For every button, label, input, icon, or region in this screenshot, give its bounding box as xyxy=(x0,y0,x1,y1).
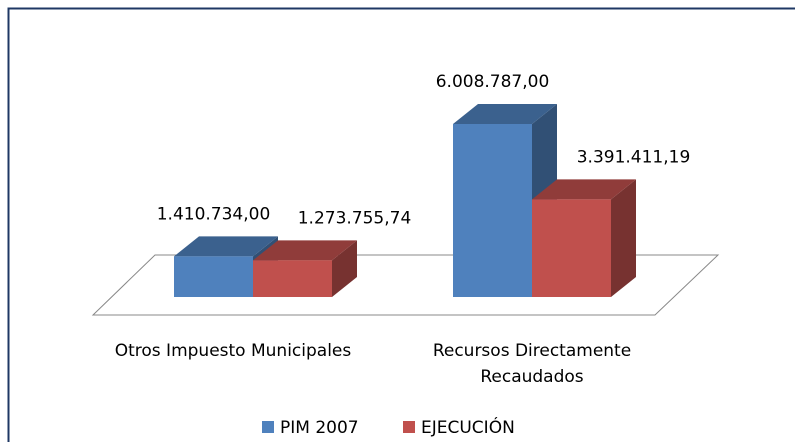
data-label: 1.410.734,00 xyxy=(157,204,271,224)
bar-top xyxy=(253,240,357,261)
data-label: 1.273.755,74 xyxy=(298,208,412,228)
bar-top xyxy=(174,236,278,257)
data-label: 6.008.787,00 xyxy=(436,72,550,92)
bar-top xyxy=(532,179,636,200)
x-tick-label: Otros Impuesto Municipales xyxy=(114,341,352,361)
data-label: 3.391.411,19 xyxy=(577,147,691,167)
frame xyxy=(7,7,795,442)
legend-label: PIM 2007 xyxy=(280,418,359,438)
bar xyxy=(253,260,332,297)
bar-side xyxy=(611,179,636,297)
legend-label: EJECUCIÓN xyxy=(421,416,515,438)
bar xyxy=(174,256,253,297)
bar-side xyxy=(332,240,357,297)
legend-swatch xyxy=(262,421,274,433)
bar-top xyxy=(453,104,557,124)
bar xyxy=(532,199,611,297)
x-tick-label: Recursos Directamente Recaudados xyxy=(432,341,632,387)
bar xyxy=(453,124,532,297)
legend-swatch xyxy=(403,421,415,433)
